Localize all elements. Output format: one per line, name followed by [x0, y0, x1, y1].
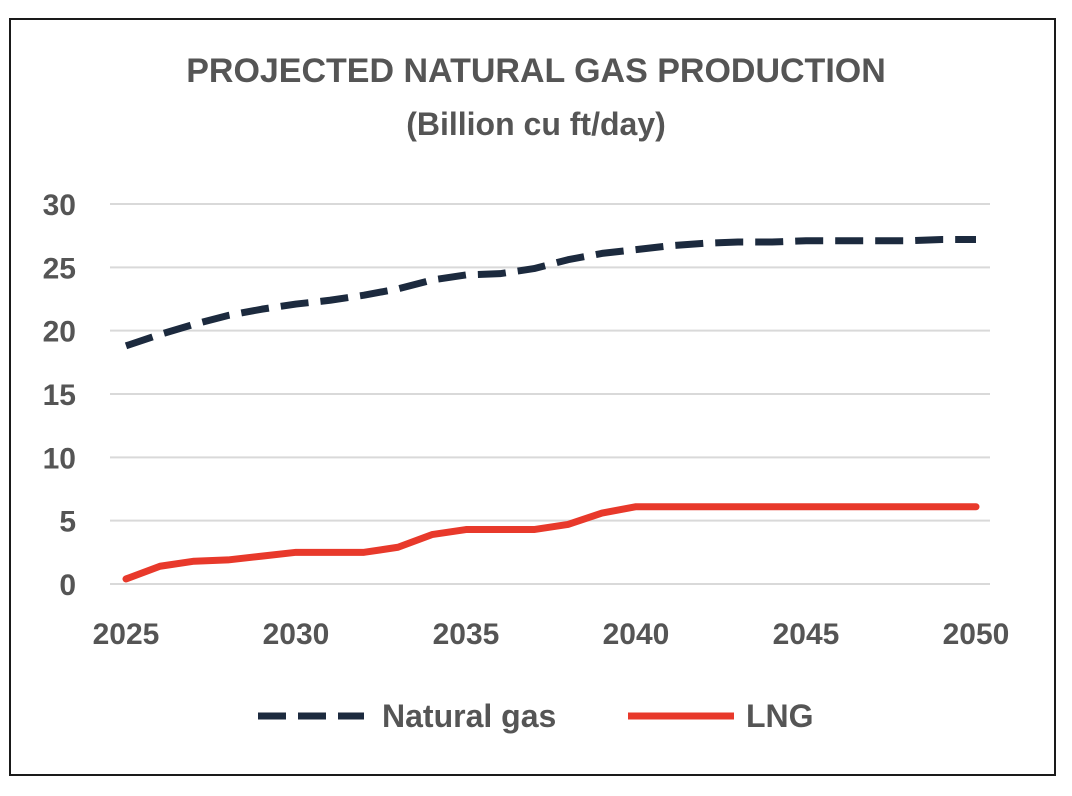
y-tick-label: 5 [59, 506, 76, 539]
x-tick-label: 2025 [93, 618, 160, 651]
x-tick-label: 2030 [263, 618, 330, 651]
chart-frame [9, 18, 1056, 776]
y-tick-label: 30 [43, 189, 76, 222]
legend-label: Natural gas [382, 698, 556, 734]
x-axis-ticks: 2025 2030 2035 2040 2045 2050 [93, 618, 1010, 651]
y-axis-ticks: 0 5 10 15 20 25 30 [43, 189, 76, 602]
x-tick-label: 2040 [603, 618, 670, 651]
x-tick-label: 2050 [943, 618, 1010, 651]
y-tick-label: 15 [43, 379, 76, 412]
series-line-natural-gas [124, 235, 976, 350]
x-tick-label: 2045 [773, 618, 840, 651]
y-tick-label: 10 [43, 442, 76, 475]
chart-title: PROJECTED NATURAL GAS PRODUCTION [186, 52, 886, 90]
gridlines [110, 203, 990, 585]
chart-subtitle: (Billion cu ft/day) [406, 106, 666, 142]
y-tick-label: 0 [59, 569, 76, 602]
y-tick-label: 25 [43, 252, 76, 285]
legend: Natural gas LNG [258, 698, 814, 734]
x-tick-label: 2035 [433, 618, 500, 651]
y-tick-label: 20 [43, 316, 76, 349]
series-line-lng [122, 503, 980, 583]
series-lines [122, 235, 980, 583]
legend-label: LNG [746, 698, 814, 734]
